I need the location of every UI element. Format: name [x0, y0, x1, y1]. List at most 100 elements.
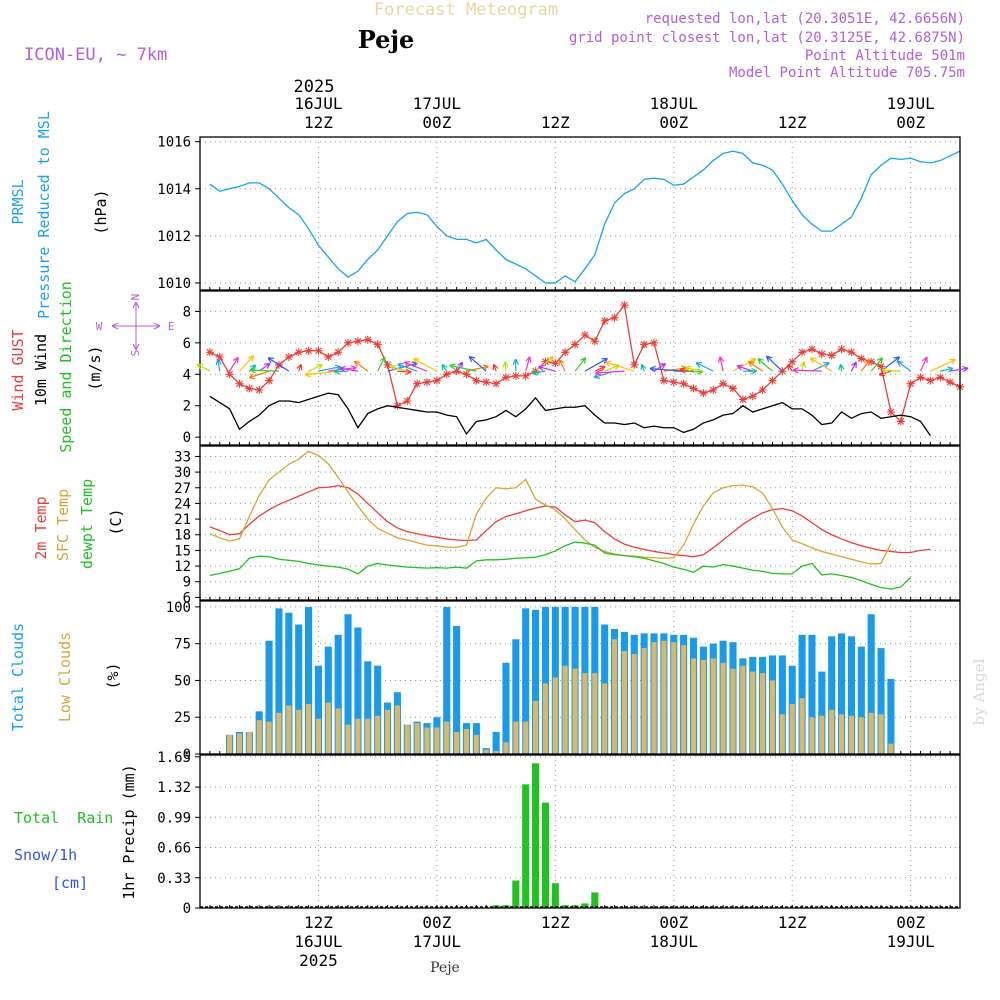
- low-cloud-bar: [878, 714, 884, 754]
- low-cloud-bar: [700, 659, 706, 754]
- low-cloud-bar: [868, 712, 874, 754]
- low-cloud-bar: [345, 724, 351, 754]
- total-cloud-bar: [275, 608, 283, 754]
- total-cloud-bar: [512, 639, 520, 754]
- total-cloud-bar: [838, 633, 846, 754]
- low-cloud-bar: [227, 734, 233, 754]
- gust-point: [728, 384, 737, 393]
- series-prmsl-line: [209, 150, 961, 284]
- top-time-label: 12Z: [778, 113, 807, 132]
- ytick-label: 24: [174, 496, 191, 512]
- total-cloud-bar: [522, 608, 530, 754]
- watermark: by Angel: [970, 658, 988, 725]
- gust-point: [916, 373, 925, 382]
- low-cloud-bar: [523, 721, 529, 754]
- plot-layer: 1010101210141016024686912151821242730330…: [157, 94, 969, 970]
- total-cloud-bar: [354, 627, 362, 754]
- ytick-label: 6: [183, 590, 191, 606]
- total-cloud-bar: [265, 640, 273, 754]
- bottom-time-label: 12Z: [304, 913, 333, 932]
- wind-arrow: [531, 369, 546, 376]
- total-cloud-bar: [541, 606, 550, 754]
- gust-point: [620, 301, 629, 310]
- gust-point: [827, 351, 836, 360]
- low-cloud-bar: [473, 734, 479, 754]
- panel-clouds: 0 25 50 75 100: [166, 600, 961, 763]
- top-time-label: 00Z: [659, 113, 688, 132]
- low-cloud-bar: [681, 645, 687, 754]
- wind-arrow: [584, 357, 608, 372]
- gust-point: [817, 349, 826, 358]
- wind-arrow: [594, 365, 606, 372]
- wind-arrow: [765, 355, 783, 372]
- gust-point: [768, 376, 777, 385]
- top-year-label: 2025: [294, 77, 335, 97]
- wind-arrow: [878, 370, 892, 377]
- wind-arrow: [304, 370, 339, 378]
- gust-point: [442, 370, 451, 379]
- wind-arrow: [653, 363, 667, 372]
- low-cloud-bar: [641, 648, 647, 754]
- wind-arrow: [809, 357, 833, 372]
- wind-arrow: [799, 361, 807, 372]
- low-cloud-bar: [463, 728, 470, 754]
- wind-arrow: [757, 358, 773, 372]
- precip-panel-labels: Total Rain Snow/1h [cm] 1hr Precip (mm): [14, 764, 138, 899]
- gust-point: [561, 348, 570, 357]
- wind-arrow: [397, 362, 418, 372]
- grid-point-location: grid point closest lon,lat (20.3125E, 42…: [569, 30, 965, 46]
- low-cloud-bar: [611, 639, 618, 754]
- wind-arrow: [267, 357, 290, 372]
- compass-west: W: [96, 320, 103, 333]
- gust-point: [314, 346, 323, 355]
- gust-point: [205, 348, 214, 357]
- rain-bar: [591, 892, 599, 908]
- wind-arrow: [679, 367, 694, 374]
- wind-arrow: [377, 356, 386, 372]
- wind-arrow: [196, 363, 211, 372]
- ytick-label: 21: [174, 512, 191, 528]
- gust-point: [610, 313, 619, 322]
- low-cloud-bar: [306, 703, 312, 754]
- low-clouds-label: Low Clouds: [56, 632, 74, 722]
- wind-arrow: [742, 367, 758, 375]
- wind-arrow: [792, 367, 822, 374]
- rain-bar: [551, 883, 559, 908]
- low-cloud-bar: [829, 709, 835, 754]
- model-name: ICON-EU, ~ 7km: [24, 45, 167, 65]
- wind-arrow: [747, 360, 763, 372]
- ytick-label: 100: [166, 600, 191, 616]
- low-cloud-bar: [542, 683, 549, 754]
- model-altitude: Model Point Altitude 705.75m: [729, 65, 965, 81]
- gust-point: [541, 357, 550, 366]
- ytick-label: 25: [174, 710, 191, 726]
- wind-arrow: [838, 363, 845, 372]
- gust-point: [413, 379, 422, 388]
- gust-point: [304, 346, 313, 355]
- top-time-label: 17JUL: [413, 94, 461, 113]
- gust-point: [798, 348, 807, 357]
- wind-arrow: [239, 355, 255, 372]
- wind-arrow: [258, 362, 271, 372]
- low-cloud-bar: [769, 680, 776, 754]
- wind-arrows: [196, 355, 969, 380]
- pressure-label-line2: Pressure Reduced to MSL: [35, 111, 53, 319]
- gust-point: [886, 408, 895, 416]
- wind-arrow: [403, 361, 428, 372]
- gust-point: [719, 379, 728, 388]
- panel-frame: [199, 600, 961, 755]
- panel-pressure: 1010 1012 1014 1016: [157, 135, 961, 292]
- ytick-label: 4: [183, 367, 191, 383]
- gust-point: [245, 384, 254, 393]
- low-cloud-bar: [414, 723, 420, 754]
- rain-bar: [541, 802, 550, 908]
- ytick-label: 30: [174, 465, 191, 481]
- wind-arrow: [512, 358, 519, 372]
- gust-point: [363, 335, 372, 344]
- wind-arrow: [850, 361, 857, 372]
- series-10m-wind-line: [209, 392, 931, 436]
- ytick-label: 6: [183, 336, 191, 352]
- wind-arrow: [604, 360, 635, 372]
- bottom-time-label: 00Z: [659, 913, 688, 932]
